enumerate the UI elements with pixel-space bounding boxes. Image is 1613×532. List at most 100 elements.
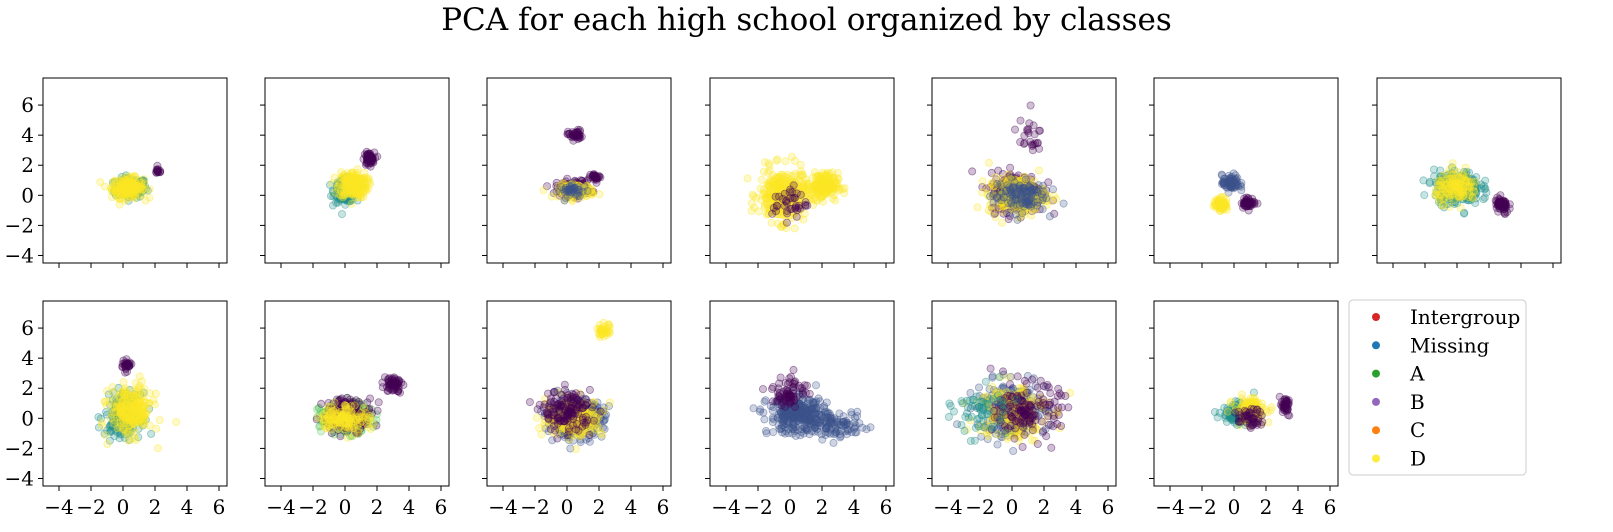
data-point [124, 179, 133, 188]
data-point [126, 187, 135, 196]
data-point [128, 180, 137, 189]
data-point [780, 178, 789, 187]
data-point [345, 173, 354, 182]
data-point [118, 182, 127, 191]
data-point [578, 188, 587, 197]
data-point [1020, 190, 1029, 199]
data-point [822, 190, 831, 199]
data-point [816, 175, 825, 184]
data-point [122, 176, 131, 185]
data-point [1420, 191, 1429, 200]
data-point [111, 187, 120, 196]
data-point [780, 191, 789, 200]
data-point [1007, 182, 1016, 191]
data-point [339, 193, 348, 202]
data-point [1019, 185, 1028, 194]
data-point [1030, 130, 1039, 139]
data-point [327, 403, 336, 412]
data-point [803, 180, 812, 189]
data-point [351, 171, 360, 180]
data-point [334, 183, 343, 192]
data-point [1001, 198, 1010, 207]
data-point [565, 184, 574, 193]
data-point [1007, 184, 1016, 193]
data-point [1006, 176, 1015, 185]
data-point [130, 189, 139, 198]
data-point [774, 184, 783, 193]
data-point [1005, 186, 1014, 195]
data-point [589, 171, 598, 180]
subplot-6 [1149, 77, 1339, 268]
data-point [366, 151, 375, 160]
data-point [131, 191, 140, 200]
data-point [557, 186, 566, 195]
data-point [774, 201, 783, 210]
data-point [813, 172, 822, 181]
data-point [117, 181, 126, 190]
data-point [806, 191, 815, 200]
data-point [580, 185, 589, 194]
data-point [574, 181, 583, 190]
data-point [1028, 200, 1037, 209]
data-point [993, 194, 1002, 203]
data-point [799, 182, 808, 191]
data-point [352, 186, 361, 195]
data-point [335, 183, 344, 192]
data-point [139, 175, 148, 184]
data-point [571, 183, 580, 192]
data-point [799, 184, 808, 193]
data-point [591, 174, 600, 183]
data-point [347, 169, 356, 178]
data-point [587, 190, 596, 199]
data-point [567, 187, 576, 196]
data-point [366, 414, 375, 423]
data-point [774, 193, 783, 202]
data-point [132, 179, 141, 188]
data-point [819, 181, 828, 190]
data-point [818, 187, 827, 196]
data-point [124, 178, 133, 187]
data-point [112, 187, 121, 196]
x-tick-label: 2 [593, 495, 606, 519]
data-point [340, 195, 349, 204]
data-point [567, 180, 576, 189]
data-point [136, 177, 145, 186]
data-point [535, 400, 544, 409]
data-point [771, 191, 780, 200]
data-point [821, 180, 830, 189]
data-point [357, 184, 366, 193]
data-point [365, 153, 374, 162]
data-point [767, 197, 776, 206]
data-point [811, 181, 820, 190]
data-point [128, 179, 137, 188]
data-point [346, 183, 355, 192]
data-point [588, 188, 597, 197]
data-point [817, 174, 826, 183]
data-point [123, 176, 132, 185]
data-point [344, 181, 353, 190]
data-point [995, 182, 1004, 191]
data-point [346, 181, 355, 190]
data-point [1014, 199, 1023, 208]
data-point [354, 184, 363, 193]
data-point [994, 166, 1003, 175]
data-point [1013, 188, 1022, 197]
data-point [570, 191, 579, 200]
data-point [597, 326, 606, 335]
data-point [120, 188, 129, 197]
data-point [573, 184, 582, 193]
data-point [335, 180, 344, 189]
data-point [784, 189, 793, 198]
data-point [340, 191, 349, 200]
data-point [575, 180, 584, 189]
data-point [583, 182, 592, 191]
data-point [115, 190, 124, 199]
data-point [743, 174, 752, 183]
data-point [799, 186, 808, 195]
data-point [566, 132, 575, 141]
data-point [822, 179, 831, 188]
data-point [121, 185, 130, 194]
data-point [563, 127, 572, 136]
data-point [117, 184, 126, 193]
data-point [129, 180, 138, 189]
